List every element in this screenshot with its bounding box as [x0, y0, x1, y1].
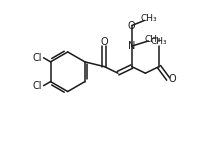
Text: O: O	[100, 37, 108, 47]
Text: CH₃: CH₃	[140, 14, 157, 23]
Text: CH₃: CH₃	[144, 35, 161, 44]
Text: N: N	[128, 41, 135, 51]
Text: Cl: Cl	[33, 53, 42, 63]
Text: O: O	[128, 21, 136, 31]
Text: Cl: Cl	[33, 81, 42, 91]
Text: CH₃: CH₃	[151, 37, 167, 46]
Text: O: O	[168, 74, 176, 84]
